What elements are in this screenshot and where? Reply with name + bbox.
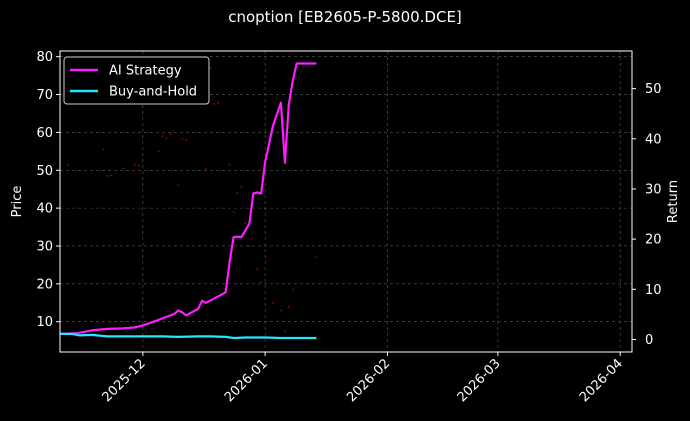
price-point bbox=[137, 164, 140, 167]
series-layer bbox=[59, 62, 317, 340]
price-point bbox=[228, 163, 231, 166]
price-point bbox=[102, 148, 105, 151]
price-point bbox=[66, 163, 69, 166]
price-point bbox=[169, 133, 172, 136]
legend-label: Buy-and-Hold bbox=[109, 85, 197, 100]
right-y-tick-label: 50 bbox=[645, 82, 662, 97]
x-tick-label: 2026-04 bbox=[577, 356, 626, 405]
price-point bbox=[106, 174, 109, 177]
price-point bbox=[240, 186, 243, 189]
left-y-tick-label: 40 bbox=[36, 202, 53, 217]
left-y-tick-label: 30 bbox=[36, 239, 53, 254]
chart-title: cnoption [EB2605-P-5800.DCE] bbox=[228, 8, 462, 26]
price-point bbox=[212, 103, 215, 106]
right-y-tick-label: 0 bbox=[645, 333, 653, 348]
left-y-tick-label: 10 bbox=[36, 315, 53, 330]
plot-frame bbox=[59, 50, 633, 353]
price-point bbox=[256, 267, 259, 270]
left-y-tick-label: 50 bbox=[36, 164, 53, 179]
price-point bbox=[177, 184, 180, 187]
series-line-ai-strategy bbox=[59, 62, 317, 335]
price-point bbox=[157, 150, 160, 153]
price-point bbox=[110, 174, 113, 177]
price-point bbox=[181, 138, 184, 141]
x-tick-label: 2026-01 bbox=[222, 356, 271, 405]
right-axis-label: Return bbox=[666, 180, 681, 223]
left-y-tick-label: 70 bbox=[36, 88, 53, 103]
series-line-buy-and-hold bbox=[60, 332, 317, 340]
left-y-tick-label: 60 bbox=[36, 126, 53, 141]
left-y-tick-label: 80 bbox=[36, 50, 53, 65]
price-point bbox=[315, 256, 318, 259]
x-tick-label: 2026-03 bbox=[455, 356, 504, 405]
right-y-tick-label: 20 bbox=[645, 233, 662, 248]
legend-label: AI Strategy bbox=[109, 64, 182, 79]
right-y-tick-label: 40 bbox=[645, 132, 662, 147]
legend-box bbox=[63, 56, 210, 105]
x-tick-label: 2025-12 bbox=[100, 356, 149, 405]
legend: AI Strategy Buy-and-Hold bbox=[63, 56, 210, 105]
price-point bbox=[248, 244, 251, 247]
price-point bbox=[204, 167, 207, 170]
price-point bbox=[283, 330, 286, 333]
price-point bbox=[287, 305, 290, 308]
price-point bbox=[232, 210, 235, 213]
price-point bbox=[244, 222, 247, 225]
price-point bbox=[236, 191, 239, 194]
right-y-tick-label: 10 bbox=[645, 283, 662, 298]
price-point bbox=[165, 137, 168, 140]
price-point bbox=[260, 280, 263, 283]
price-point bbox=[279, 309, 282, 312]
price-point bbox=[185, 138, 188, 141]
price-point bbox=[272, 301, 275, 304]
x-tick-label: 2026-02 bbox=[344, 356, 393, 405]
price-scatter-layer bbox=[66, 67, 318, 333]
grid-layer bbox=[60, 51, 632, 352]
right-y-tick-label: 30 bbox=[645, 182, 662, 197]
price-point bbox=[161, 135, 164, 138]
axis-layer bbox=[56, 56, 636, 356]
left-y-tick-label: 20 bbox=[36, 277, 53, 292]
price-point bbox=[216, 101, 219, 104]
left-axis-label: Price bbox=[10, 186, 25, 218]
price-point bbox=[291, 288, 294, 291]
price-point bbox=[122, 167, 125, 170]
price-point bbox=[133, 163, 136, 166]
